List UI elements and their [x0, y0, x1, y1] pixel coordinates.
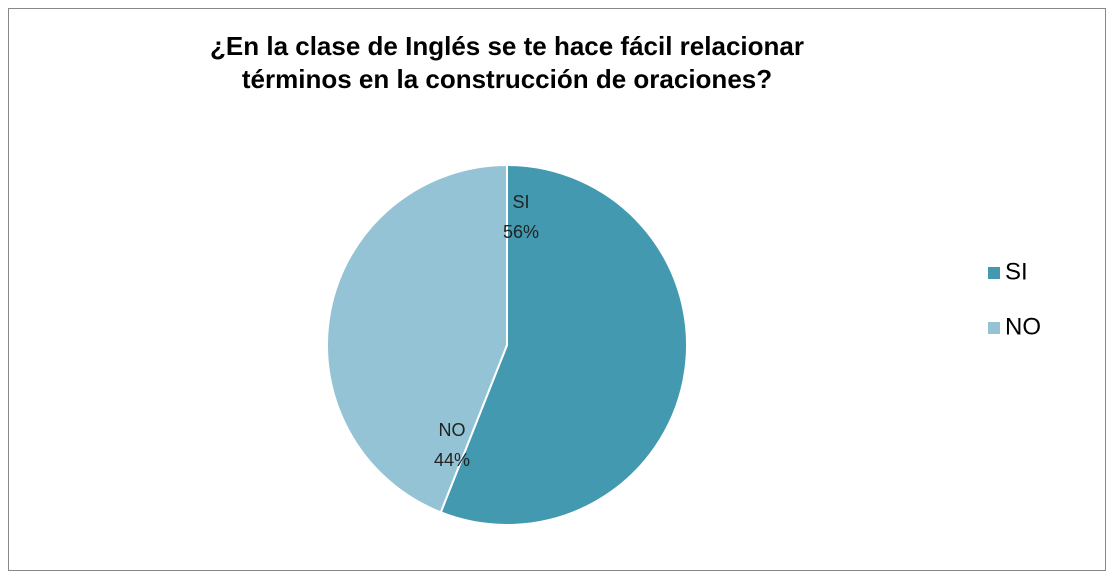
data-label-category: NO [439, 420, 466, 440]
legend-swatch [988, 267, 1000, 279]
chart-frame [8, 8, 1106, 571]
chart-title: ¿En la clase de Inglés se te hace fácil … [210, 31, 804, 94]
data-label-value: 56% [503, 222, 539, 242]
legend-label: NO [1005, 313, 1041, 340]
data-label: NO 44% [434, 420, 470, 470]
data-label-category: SI [512, 192, 529, 212]
pie-slice [326, 163, 508, 514]
data-label: SI 56% [503, 192, 539, 242]
legend-swatch [988, 322, 1000, 334]
pie-slice [439, 163, 688, 526]
legend-label: SI [1005, 258, 1028, 285]
data-label-value: 44% [434, 450, 470, 470]
